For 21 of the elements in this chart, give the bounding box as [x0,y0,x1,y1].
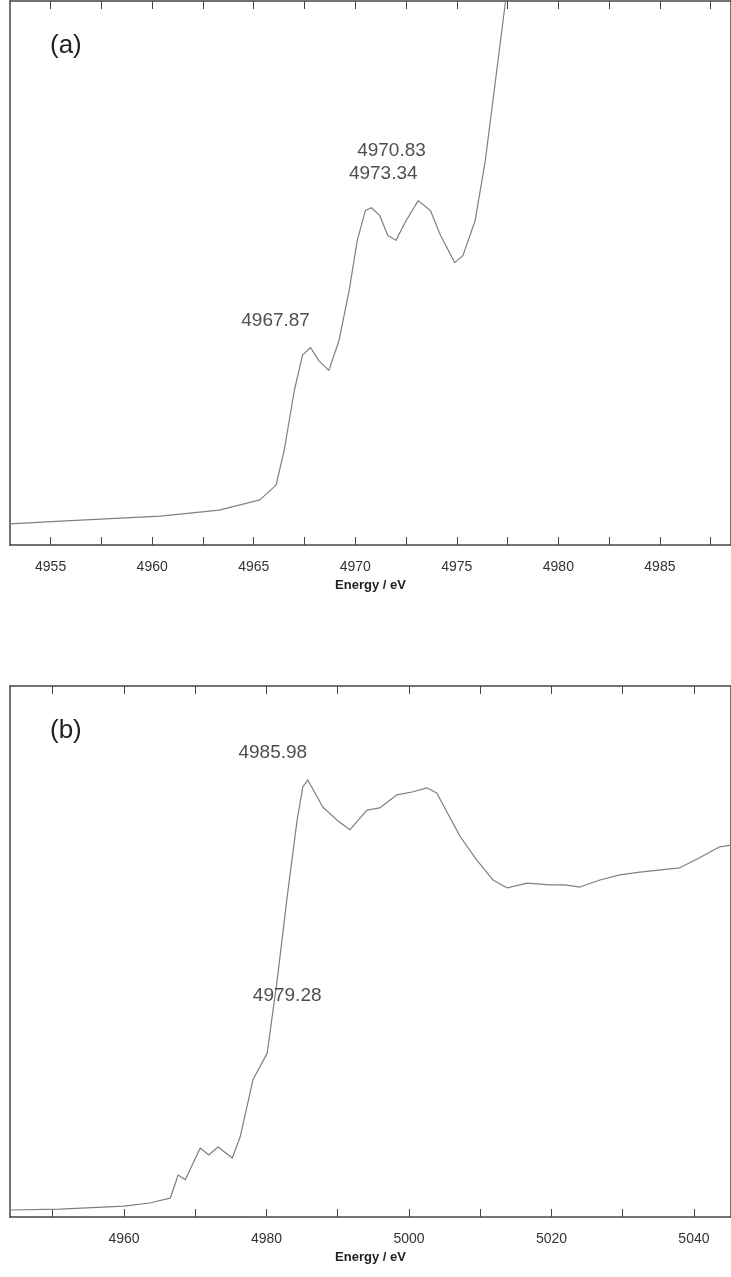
x-axis-title: Energy / eV [335,576,407,592]
x-tick-label: 5000 [393,1230,425,1246]
annotation: (a) [50,29,82,59]
annotation: 4985.98 [238,740,308,762]
x-tick-label: 4955 [35,558,67,574]
x-tick-label: 5020 [535,1230,568,1246]
x-tick-label: 4970 [339,558,372,574]
annotation: 4970.83 [357,138,426,160]
annotation: 4967.87 [241,308,310,330]
annotation: 4979.28 [252,984,322,1006]
x-tick-label: 4985 [644,558,676,574]
x-tick-label: 4960 [108,1230,140,1246]
x-tick-label: 4980 [542,558,575,574]
x-tick-label: 4965 [238,558,270,574]
text: (b) [50,714,82,744]
annotation: 4973.34 [348,161,418,183]
x-tick-label: 4975 [441,558,473,574]
x-axis-title: Energy / eV [335,1248,407,1264]
x-tick-label: 5040 [678,1230,710,1246]
x-tick-label: 4960 [136,558,168,574]
x-tick-label: 4980 [250,1230,283,1246]
